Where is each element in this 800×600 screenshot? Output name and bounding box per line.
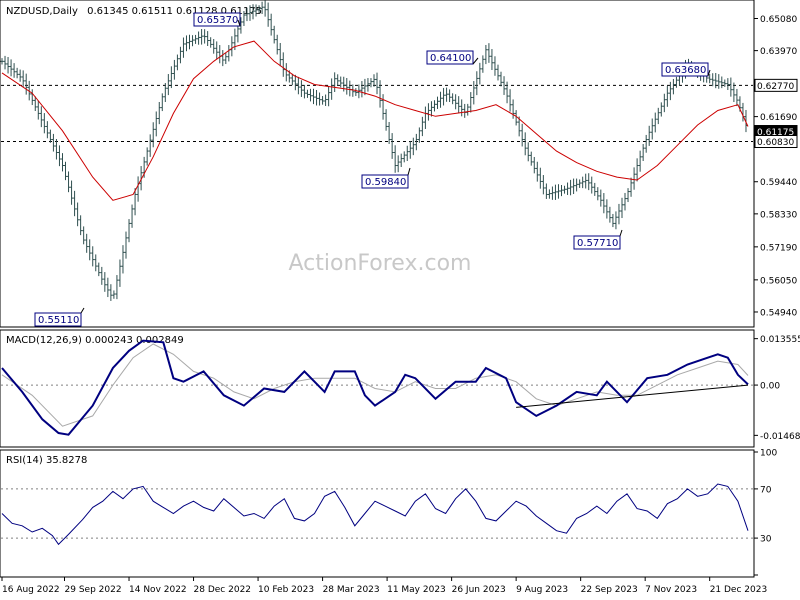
macd-title: MACD(12,26,9) 0.000243 0.002849 (6, 335, 184, 346)
rsi-y-axis: 100 70 30 (754, 449, 777, 576)
price-tick-label: 0.58330 (760, 210, 797, 220)
date-tick-label: 28 Dec 2022 (194, 585, 252, 595)
symbol-title: NZDUSD,Daily (6, 6, 78, 17)
price-panel-title: NZDUSD,Daily 0.61345 0.61511 0.61128 0.6… (6, 6, 262, 17)
date-tick-label: 11 May 2023 (387, 585, 446, 595)
macd-y-axis: 0.013555 0.00 -0.014684 (754, 335, 800, 442)
price-annotation-label: 0.55110 (38, 315, 79, 326)
price-tick-label: 0.57190 (760, 243, 797, 253)
price-annotations: 0.65370 0.64100 0.63680 0.59840 0.57710 0.551… (34, 12, 711, 327)
watermark: ActionForex.com (289, 251, 472, 276)
date-tick-label: 7 Nov 2023 (645, 585, 697, 595)
rsi-tick-label: 30 (760, 535, 772, 545)
rsi-levels (1, 488, 753, 539)
price-annotation-box (193, 12, 241, 27)
macd-tick-label: 0.00 (760, 382, 780, 392)
price-annotation-leader (619, 229, 623, 237)
ohlc-values: 0.61345 0.61511 0.61128 0.61175 (87, 6, 262, 17)
macd-tick-label: 0.013555 (760, 335, 800, 345)
date-tick-label: 9 Aug 2023 (516, 585, 568, 595)
price-tick-label: 0.56050 (760, 276, 797, 286)
price-y-axis: 0.65080 0.63970 0.62770 0.61690 0.60830 0.594… (754, 15, 797, 318)
rsi-title: RSI(14) 35.8278 (6, 455, 87, 466)
rsi-panel-frame (0, 449, 755, 578)
macd-trendline (516, 384, 749, 408)
price-annotation-box (426, 50, 474, 65)
price-tag-box (754, 135, 798, 149)
date-tick-label: 28 Mar 2023 (323, 585, 380, 595)
moving-average-line (1, 40, 749, 201)
rsi-tick-label: 100 (760, 449, 777, 459)
date-tick-label: 14 Nov 2022 (129, 585, 187, 595)
date-tick-label: 16 Aug 2022 (2, 585, 60, 595)
rsi-panel: RSI(14) 35.8278 100 70 30 (0, 449, 777, 578)
macd-panel: MACD(12,26,9) 0.000243 0.002849 0.013555… (0, 329, 800, 448)
price-tag-label: 0.60830 (757, 138, 794, 148)
price-annotation-leader (472, 57, 479, 65)
price-annotation-leader (707, 69, 711, 77)
date-axis: 16 Aug 2022 29 Sep 2022 14 Nov 2022 28 Dec … (1, 577, 768, 595)
price-tick-label: 0.61690 (760, 113, 797, 123)
date-tick-label: 22 Sep 2023 (581, 585, 638, 595)
price-panel: ActionForex.com NZDUSD,Daily 0.61345 0.6… (0, 0, 798, 328)
price-annotation-label: 0.63680 (665, 65, 706, 76)
price-bars (0, 0, 748, 301)
macd-line (1, 339, 749, 436)
price-tick-label: 0.65080 (760, 15, 797, 25)
price-annotation-box (573, 235, 621, 250)
date-tick-label: 29 Sep 2022 (65, 585, 122, 595)
price-annotation-box (361, 174, 409, 189)
date-tick-label: 21 Dec 2023 (710, 585, 768, 595)
price-annotation-label: 0.59840 (365, 177, 406, 188)
price-panel-frame (0, 0, 755, 328)
price-tick-label: 0.54940 (760, 308, 797, 318)
price-annotation-leader (407, 167, 411, 176)
price-annotation-label: 0.65370 (197, 15, 238, 26)
price-horizontal-levels (1, 84, 753, 143)
rsi-tick-label: 70 (760, 485, 772, 495)
macd-tick-label: -0.014684 (760, 432, 800, 442)
date-tick-label: 26 Jun 2023 (452, 585, 506, 595)
price-annotation-box (34, 312, 82, 327)
price-annotation-label: 0.57710 (577, 238, 618, 249)
price-tag-label: 0.62770 (757, 82, 794, 92)
rsi-line (1, 483, 749, 546)
price-annotation-label: 0.64100 (430, 53, 471, 64)
price-tick-label: 0.63970 (760, 47, 797, 57)
price-tag-box (754, 78, 798, 92)
price-tick-label: 0.59440 (760, 178, 797, 188)
date-tick-label: 10 Feb 2023 (258, 585, 314, 595)
price-annotation-box (661, 62, 709, 77)
price-annotation-leader (237, 19, 241, 27)
price-tag-label: 0.61175 (757, 128, 794, 138)
price-annotation-leader (80, 307, 85, 314)
